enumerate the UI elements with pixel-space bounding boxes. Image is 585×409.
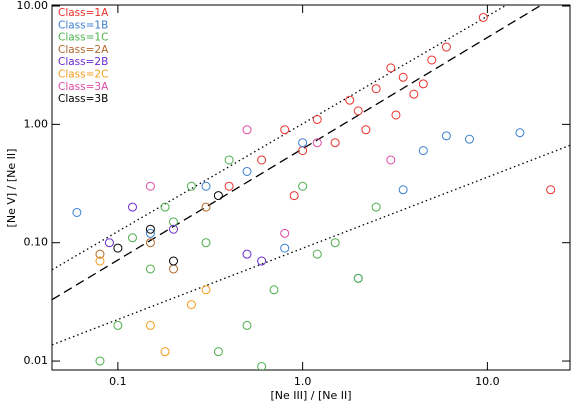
point bbox=[257, 155, 267, 165]
point bbox=[280, 125, 290, 135]
point bbox=[128, 233, 138, 243]
x-tick-label: 1.0 bbox=[294, 375, 312, 388]
point bbox=[353, 106, 363, 116]
point bbox=[289, 191, 299, 201]
plot-area bbox=[52, 5, 570, 370]
point bbox=[386, 155, 396, 165]
point bbox=[72, 207, 82, 217]
point bbox=[330, 138, 340, 148]
point bbox=[145, 264, 155, 274]
point bbox=[201, 202, 211, 212]
point bbox=[242, 166, 252, 176]
point bbox=[298, 146, 308, 156]
point bbox=[361, 125, 371, 135]
point bbox=[515, 128, 525, 138]
point bbox=[224, 181, 234, 191]
point bbox=[95, 249, 105, 259]
point bbox=[398, 72, 408, 82]
point bbox=[160, 202, 170, 212]
point bbox=[441, 42, 451, 52]
legend-entry: Class=3B bbox=[58, 93, 108, 105]
point bbox=[145, 181, 155, 191]
point bbox=[113, 320, 123, 330]
point bbox=[242, 320, 252, 330]
x-tick-label: 0.1 bbox=[109, 375, 127, 388]
point bbox=[386, 63, 396, 73]
point bbox=[353, 273, 363, 283]
point bbox=[312, 138, 322, 148]
point bbox=[104, 238, 114, 248]
y-tick-label: 10.00 bbox=[17, 0, 49, 12]
x-axis-label: [Ne III] / [Ne II] bbox=[270, 389, 351, 402]
legend-entry: Class=2C bbox=[58, 69, 108, 81]
point bbox=[371, 202, 381, 212]
point bbox=[441, 131, 451, 141]
plot-frame bbox=[51, 4, 571, 371]
point bbox=[312, 249, 322, 259]
point bbox=[213, 191, 223, 201]
reference-line bbox=[52, 5, 542, 301]
point bbox=[145, 224, 155, 234]
y-axis-label: [Ne V] / [Ne II] bbox=[5, 149, 18, 228]
point bbox=[464, 134, 474, 144]
point bbox=[168, 264, 178, 274]
point bbox=[168, 256, 178, 266]
legend-entry: Class=1B bbox=[58, 19, 108, 31]
legend-entry: Class=1A bbox=[58, 7, 109, 19]
point bbox=[201, 238, 211, 248]
legend-entry: Class=2B bbox=[58, 56, 108, 68]
point bbox=[186, 300, 196, 310]
point bbox=[427, 55, 437, 65]
point bbox=[145, 238, 155, 248]
point bbox=[345, 95, 355, 105]
point bbox=[391, 110, 401, 120]
point bbox=[128, 202, 138, 212]
point bbox=[269, 285, 279, 295]
point bbox=[398, 185, 408, 195]
point bbox=[95, 256, 105, 266]
point bbox=[168, 217, 178, 227]
y-tick-label: 1.00 bbox=[24, 117, 49, 130]
point bbox=[186, 181, 196, 191]
point bbox=[213, 347, 223, 357]
point bbox=[546, 185, 556, 195]
reference-line bbox=[52, 5, 507, 271]
point bbox=[201, 285, 211, 295]
y-tick-label: 0.01 bbox=[24, 354, 49, 367]
reference-line bbox=[52, 144, 570, 346]
x-tick-label: 10.0 bbox=[475, 375, 500, 388]
point bbox=[257, 361, 267, 370]
point bbox=[95, 356, 105, 366]
point bbox=[201, 181, 211, 191]
point bbox=[224, 155, 234, 165]
point bbox=[280, 243, 290, 253]
point bbox=[145, 228, 155, 238]
point bbox=[257, 256, 267, 266]
point bbox=[478, 12, 488, 22]
point bbox=[409, 89, 419, 99]
point bbox=[168, 224, 178, 234]
point bbox=[242, 249, 252, 259]
point bbox=[418, 79, 428, 89]
point bbox=[242, 125, 252, 135]
point bbox=[145, 320, 155, 330]
point bbox=[160, 347, 170, 357]
point bbox=[312, 114, 322, 124]
y-tick-label: 0.10 bbox=[24, 236, 49, 249]
point bbox=[298, 138, 308, 148]
legend-entry: Class=2A bbox=[58, 44, 109, 56]
point bbox=[280, 228, 290, 238]
legend-entry: Class=3A bbox=[58, 81, 109, 93]
point bbox=[330, 238, 340, 248]
point bbox=[298, 181, 308, 191]
point bbox=[113, 243, 123, 253]
point bbox=[371, 84, 381, 94]
legend-entry: Class=1C bbox=[58, 32, 108, 44]
point bbox=[418, 146, 428, 156]
